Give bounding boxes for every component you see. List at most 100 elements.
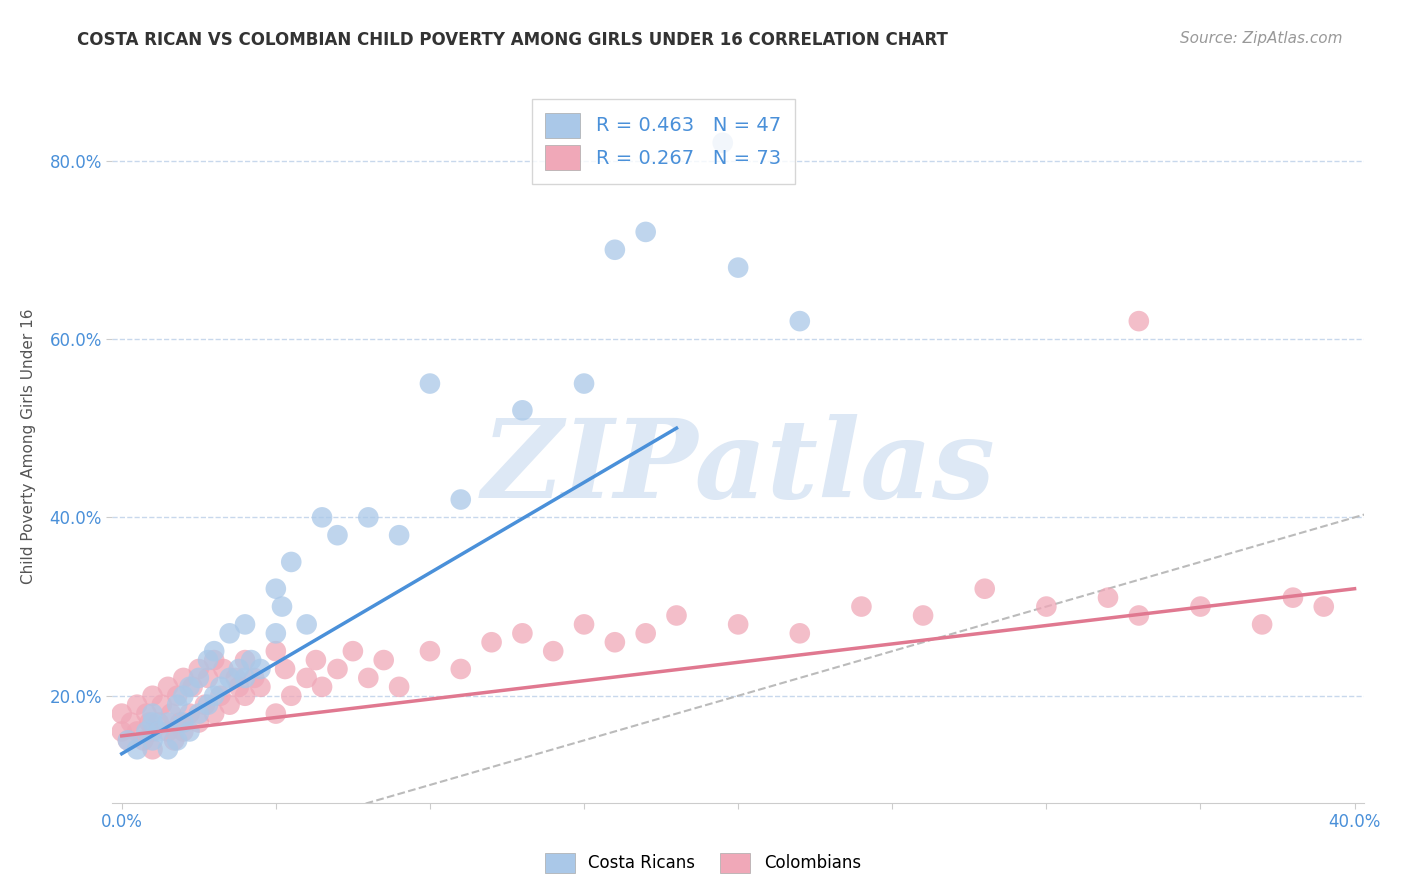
Point [419,644,441,658]
Point [111,724,134,739]
Point [233,689,256,703]
Point [187,706,209,721]
Point [179,724,201,739]
Point [172,671,194,685]
Point [572,376,595,391]
Point [202,706,225,721]
Point [135,706,157,721]
Point [141,706,163,721]
Point [912,608,935,623]
Point [851,599,873,614]
Point [160,706,183,721]
Point [233,617,256,632]
Point [342,644,364,658]
Text: COSTA RICAN VS COLOMBIAN CHILD POVERTY AMONG GIRLS UNDER 16 CORRELATION CHART: COSTA RICAN VS COLOMBIAN CHILD POVERTY A… [77,31,948,49]
Point [218,671,240,685]
Point [512,626,534,640]
Point [243,671,266,685]
Point [172,724,194,739]
Point [209,680,232,694]
Point [450,662,472,676]
Point [1035,599,1057,614]
Point [373,653,395,667]
Point [388,528,411,542]
Point [218,698,240,712]
Point [156,742,179,756]
Point [634,225,657,239]
Point [132,733,155,747]
Point [141,715,163,730]
Point [202,653,225,667]
Point [1313,599,1336,614]
Point [541,644,564,658]
Point [727,617,749,632]
Point [197,653,219,667]
Point [264,644,287,658]
Point [603,243,626,257]
Point [141,733,163,747]
Text: ZIPatlas: ZIPatlas [481,414,995,521]
Point [295,671,318,685]
Point [264,582,287,596]
Point [1128,608,1150,623]
Point [665,608,688,623]
Point [187,671,209,685]
Point [789,314,811,328]
Point [419,376,441,391]
Point [240,653,263,667]
Point [450,492,472,507]
Point [179,680,201,694]
Point [166,733,188,747]
Point [172,689,194,703]
Point [311,680,333,694]
Point [264,626,287,640]
Point [727,260,749,275]
Point [233,671,256,685]
Point [169,715,191,730]
Point [166,689,188,703]
Legend: Costa Ricans, Colombians: Costa Ricans, Colombians [538,847,868,880]
Point [202,644,225,658]
Point [249,662,271,676]
Point [202,689,225,703]
Point [1282,591,1305,605]
Point [357,510,380,524]
Point [148,715,170,730]
Point [228,680,250,694]
Point [326,528,349,542]
Point [166,698,188,712]
Point [197,671,219,685]
Point [197,698,219,712]
Point [295,617,318,632]
Point [280,689,302,703]
Point [111,706,134,721]
Point [512,403,534,417]
Point [634,626,657,640]
Point [209,689,232,703]
Point [163,733,186,747]
Point [148,724,170,739]
Point [127,724,149,739]
Point [218,626,240,640]
Point [212,662,235,676]
Point [225,671,247,685]
Point [228,662,250,676]
Point [1097,591,1119,605]
Point [156,715,179,730]
Point [156,680,179,694]
Point [357,671,380,685]
Point [156,724,179,739]
Point [117,733,139,747]
Point [789,626,811,640]
Text: Source: ZipAtlas.com: Source: ZipAtlas.com [1180,31,1343,46]
Point [187,715,209,730]
Point [603,635,626,649]
Point [1128,314,1150,328]
Point [179,706,201,721]
Point [135,724,157,739]
Point [150,698,173,712]
Point [711,136,734,150]
Legend: R = 0.463   N = 47, R = 0.267   N = 73: R = 0.463 N = 47, R = 0.267 N = 73 [531,99,794,184]
Point [388,680,411,694]
Point [274,662,297,676]
